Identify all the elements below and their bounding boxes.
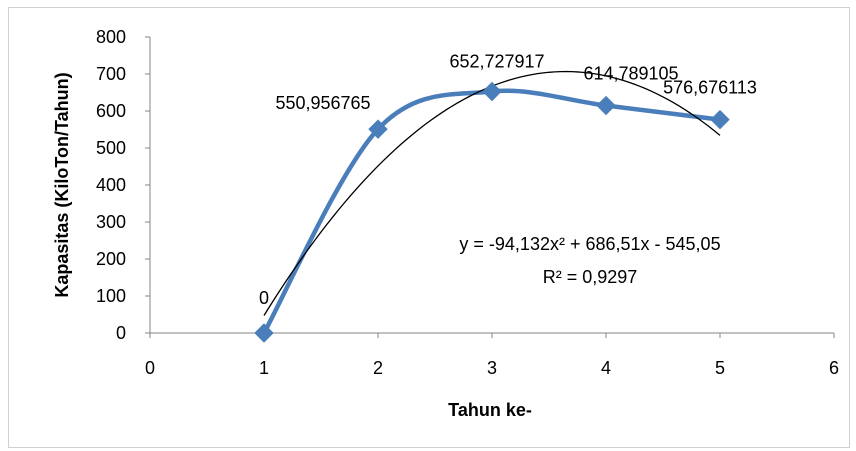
y-tick-label: 400 — [96, 175, 126, 195]
data-point-marker — [368, 119, 388, 139]
data-label: 550,956765 — [275, 93, 370, 113]
y-tick-label: 700 — [96, 64, 126, 84]
x-tick-label: 2 — [373, 358, 383, 378]
data-point-marker — [596, 95, 616, 116]
data-markers — [254, 81, 730, 343]
series-line — [261, 88, 723, 336]
data-series — [261, 88, 723, 336]
data-point-marker — [710, 109, 730, 130]
trendline-equation: y = -94,132x² + 686,51x - 545,05 — [459, 234, 720, 254]
trendline-r-squared: R² = 0,9297 — [543, 267, 638, 287]
data-point-marker — [482, 81, 502, 102]
data-label: 652,727917 — [449, 51, 544, 71]
y-tick-label: 100 — [96, 286, 126, 306]
x-tick-label: 3 — [487, 358, 497, 378]
x-tick-label: 0 — [145, 358, 155, 378]
y-tick-label: 0 — [116, 323, 126, 343]
x-tick-label: 4 — [601, 358, 611, 378]
data-point-marker — [254, 323, 274, 343]
x-tick-label: 1 — [259, 358, 269, 378]
data-label: 0 — [259, 288, 269, 308]
x-tick-labels: 0 1 2 3 4 5 6 — [145, 358, 839, 378]
chart-border — [8, 7, 850, 448]
y-tick-labels: 0 100 200 300 400 500 600 700 800 — [96, 27, 126, 343]
y-tick-label: 300 — [96, 212, 126, 232]
y-tick-label: 800 — [96, 27, 126, 47]
y-tick-label: 600 — [96, 101, 126, 121]
y-tick-label: 500 — [96, 138, 126, 158]
data-labels: 0 550,956765 652,727917 614,789105576,67611… — [259, 51, 757, 308]
x-axis-title: Tahun ke- — [448, 400, 532, 420]
y-axis-title: Kapasitas (KiloTon/Tahun) — [52, 72, 72, 297]
y-tick-label: 200 — [96, 249, 126, 269]
x-tick-label: 5 — [715, 358, 725, 378]
x-tick-label: 6 — [829, 358, 839, 378]
data-label: 576,676113 — [663, 78, 757, 98]
data-label: 614,789105 — [583, 64, 678, 84]
